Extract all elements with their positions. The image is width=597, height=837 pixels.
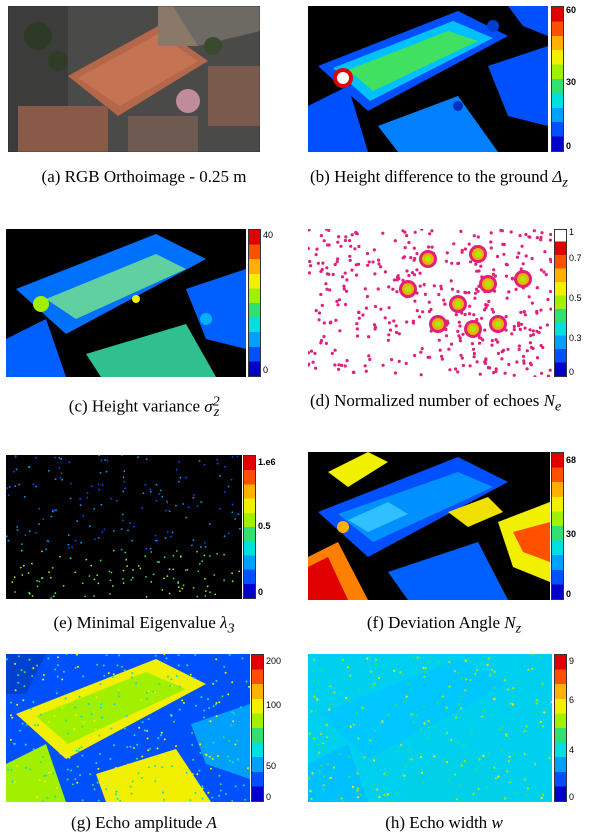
- panel-e-image: [6, 455, 242, 599]
- panel-b-tick: 30: [566, 77, 577, 87]
- panel-g-tick: 50: [266, 761, 277, 771]
- panel-d-colorbar: [554, 229, 567, 377]
- panel-d-caption-math: Ne: [543, 391, 562, 415]
- panel-e-colorbar: [243, 455, 256, 599]
- panel-g-tick: 0: [266, 792, 272, 802]
- panel-d-tick: 1: [569, 227, 575, 237]
- panel-b-tick: 60: [566, 5, 577, 15]
- panel-h-tick: 4: [569, 745, 575, 755]
- panel-b-caption-math: Δz: [552, 167, 568, 191]
- panel-c-tick: 40: [263, 230, 274, 240]
- panel-b-tick: 0: [566, 141, 572, 151]
- panel-a-caption: (a) RGB Orthoimage - 0.25 m: [41, 167, 247, 186]
- panel-c-caption: (c) Height variance σ2z: [68, 393, 220, 421]
- panel-h-image: [308, 654, 552, 802]
- panel-d-caption: (d) Normalized number of echoes Ne: [310, 391, 562, 415]
- panel-h-tick: 0: [569, 792, 575, 802]
- panel-d-tick: 0.7: [569, 253, 582, 263]
- panel-g-tick: 200: [266, 656, 282, 666]
- panel-f-tick: 30: [566, 529, 577, 539]
- panel-d-tick: 0.3: [569, 333, 582, 343]
- panel-g-image: [6, 654, 250, 802]
- panel-d-tick: 0: [569, 367, 575, 377]
- panel-d-image: [308, 229, 552, 377]
- panel-g-caption-math: A: [206, 813, 217, 832]
- panel-e-tick: 1.e6: [258, 457, 276, 467]
- panel-f-caption: (f) Deviation Angle Nz: [366, 613, 522, 637]
- panel-e-caption-math: λ3: [220, 613, 235, 637]
- panel-h-colorbar: [554, 654, 567, 802]
- panel-c-caption-math: σ2z: [204, 393, 220, 421]
- panel-e-tick: 0: [258, 587, 264, 597]
- panel-d-tick: 0.5: [569, 293, 582, 303]
- panel-e-caption: (e) Minimal Eigenvalue λ3: [53, 613, 235, 637]
- panel-f-tick: 0: [566, 589, 572, 599]
- panel-f-colorbar: [551, 452, 564, 600]
- panel-f-image: [308, 452, 550, 600]
- panel-c-tick: 0: [263, 365, 269, 375]
- panel-a-image: [8, 6, 260, 152]
- panel-c-image: [6, 229, 246, 377]
- panel-f-tick: 68: [566, 455, 577, 465]
- panel-h-tick: 6: [569, 695, 575, 705]
- panel-c-colorbar: [248, 229, 261, 377]
- panel-b-colorbar: [551, 6, 564, 152]
- panel-g-caption: (g) Echo amplitude A: [71, 813, 217, 832]
- panel-g-colorbar: [251, 654, 264, 802]
- panel-e-tick: 0.5: [258, 521, 271, 531]
- panel-g-tick: 100: [266, 700, 282, 710]
- panel-b-caption: (b) Height difference to the ground Δz: [310, 167, 568, 191]
- panel-b-image: [308, 6, 548, 152]
- panel-f-caption-math: Nz: [504, 613, 522, 637]
- panel-h-caption: (h) Echo width w: [385, 813, 503, 832]
- panel-h-tick: 9: [569, 656, 575, 666]
- panel-h-caption-math: w: [491, 813, 503, 832]
